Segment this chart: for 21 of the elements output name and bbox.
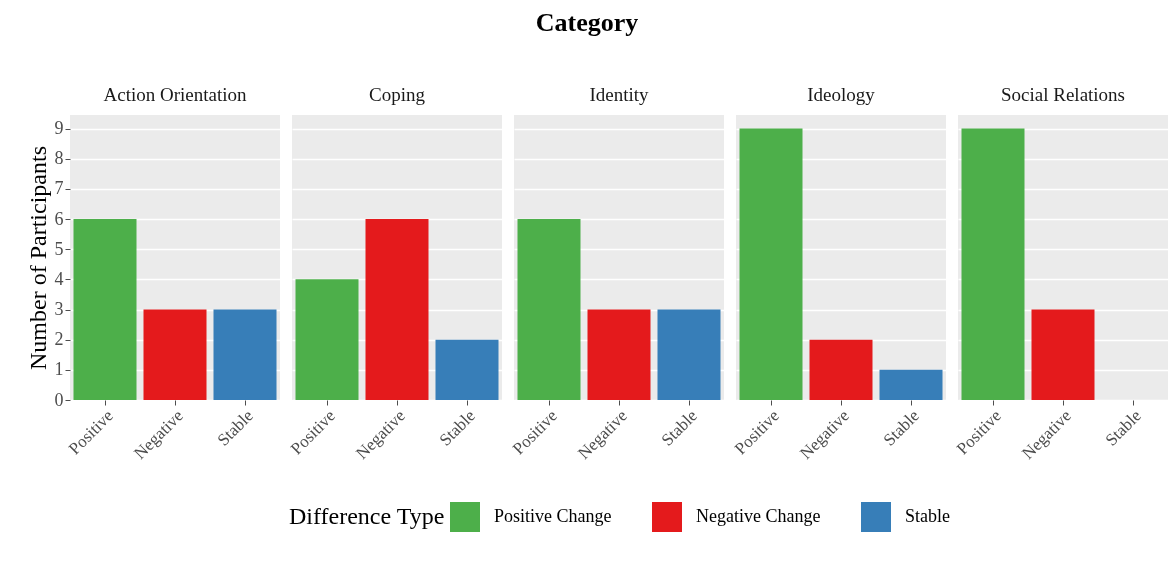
- legend-label: Positive Change: [494, 506, 612, 526]
- chart-title: Coping: [369, 84, 426, 105]
- y-tick-label: 8: [54, 148, 64, 169]
- chart-title: Action Orientation: [103, 84, 247, 105]
- y-tick-label: 4: [54, 268, 64, 289]
- y-axis-title: Number of Participants: [24, 146, 51, 370]
- chart-title: Ideology: [807, 84, 876, 105]
- y-tick-label: 2: [54, 329, 64, 350]
- y-tick-label: 3: [54, 299, 64, 320]
- legend-label: Negative Change: [696, 506, 821, 526]
- y-tick-label: 1: [54, 359, 64, 380]
- y-tick-label: 9: [54, 118, 64, 139]
- y-tick-label: 0: [54, 389, 64, 410]
- text: Category: [534, 8, 640, 38]
- y-tick-label: 7: [54, 178, 64, 199]
- y-tick-label: 5: [54, 238, 64, 259]
- legend-title: Difference Type: [289, 503, 445, 529]
- y-tick-label: 6: [54, 208, 64, 229]
- chart-title: Social Relations: [1000, 84, 1126, 105]
- chart-title: Identity: [589, 84, 650, 105]
- legend-label: Stable: [905, 506, 950, 526]
